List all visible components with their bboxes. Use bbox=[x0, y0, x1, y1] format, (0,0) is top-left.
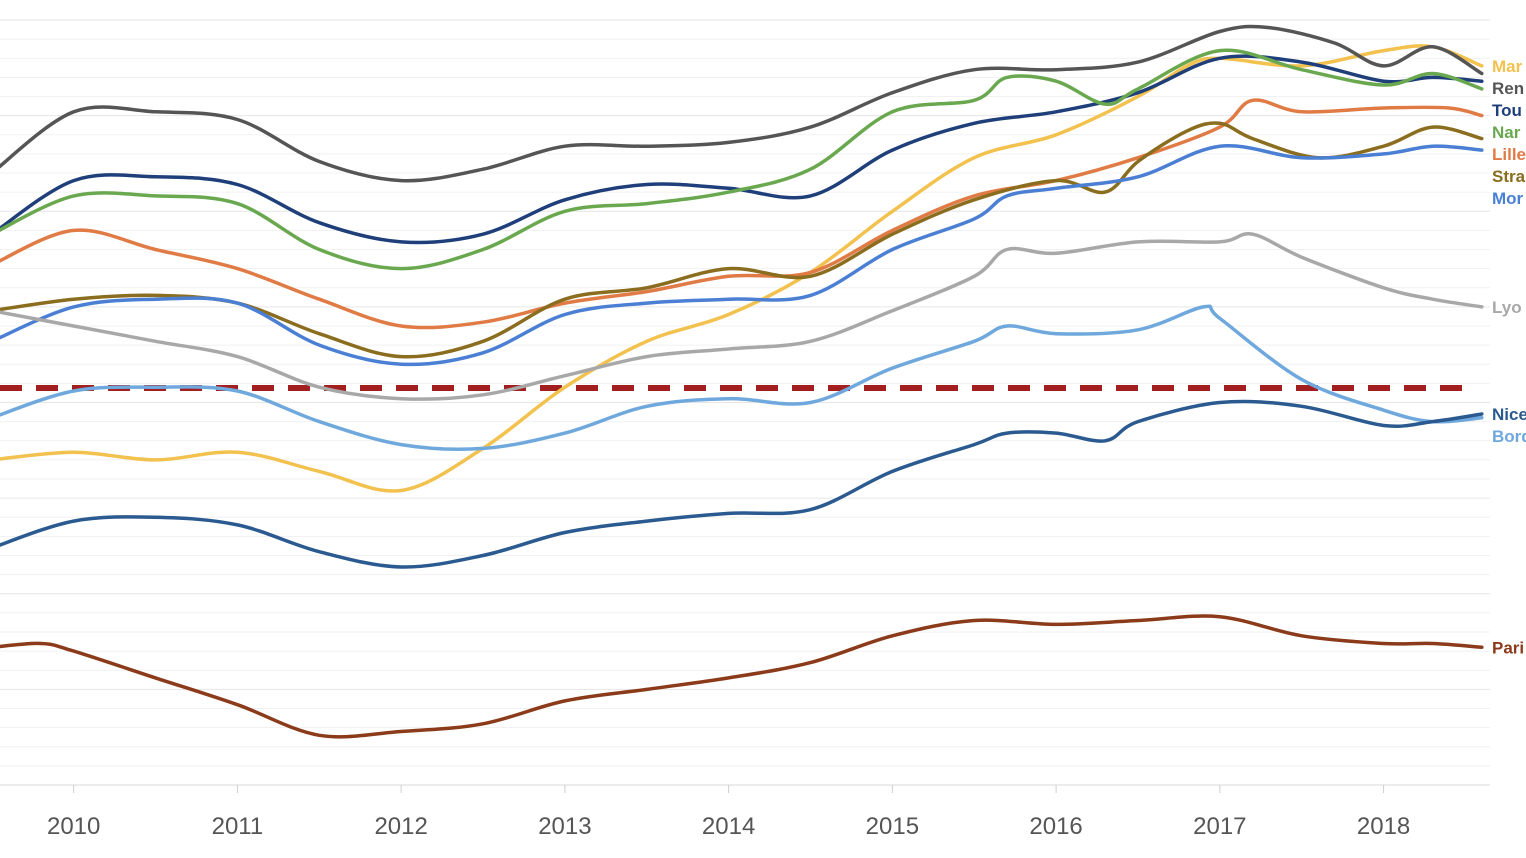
series-label-tou: Tou bbox=[1492, 101, 1522, 120]
x-tick-label: 2017 bbox=[1193, 813, 1246, 840]
series-label-mar: Mar bbox=[1492, 57, 1523, 76]
x-tick-label: 2014 bbox=[702, 813, 755, 840]
series-line-pari bbox=[0, 614, 1484, 739]
series-line-lille bbox=[0, 98, 1484, 330]
x-tick-label: 2016 bbox=[1029, 813, 1082, 840]
series-label-mor: Mor bbox=[1492, 189, 1524, 208]
series-label-ren: Ren bbox=[1492, 79, 1524, 98]
series-label-nice: Nice bbox=[1492, 405, 1526, 424]
series-lines bbox=[0, 24, 1484, 739]
x-tick-label: 2011 bbox=[212, 813, 264, 840]
x-tick-label: 2013 bbox=[538, 813, 591, 840]
series-label-stra: Stra bbox=[1492, 167, 1526, 186]
series-line-ren bbox=[0, 24, 1484, 183]
x-axis-ticks: 2010 2011 2012 2013 2014 2015 2016 2017 2018 bbox=[47, 785, 1410, 840]
series-label-lyo: Lyo bbox=[1492, 298, 1522, 317]
series-label-nar: Nar bbox=[1492, 123, 1521, 142]
series-line-lyo bbox=[0, 232, 1484, 401]
series-line-nice bbox=[0, 399, 1484, 569]
x-tick-label: 2015 bbox=[866, 813, 919, 840]
x-tick-label: 2018 bbox=[1357, 813, 1410, 840]
series-line-stra bbox=[0, 121, 1484, 359]
series-line-nar bbox=[0, 48, 1484, 271]
series-labels: Mar Ren Tou Nar Lille Stra Mor Lyo Nice Bord Pari bbox=[1492, 57, 1526, 657]
series-line-bord bbox=[0, 304, 1484, 451]
x-tick-label: 2010 bbox=[47, 813, 100, 840]
x-tick-label: 2012 bbox=[374, 813, 427, 840]
series-label-lille: Lille bbox=[1492, 145, 1526, 164]
series-line-mor bbox=[0, 143, 1484, 367]
series-label-bord: Bord bbox=[1492, 427, 1526, 446]
series-line-mar bbox=[0, 44, 1484, 493]
series-label-pari: Pari bbox=[1492, 638, 1524, 657]
